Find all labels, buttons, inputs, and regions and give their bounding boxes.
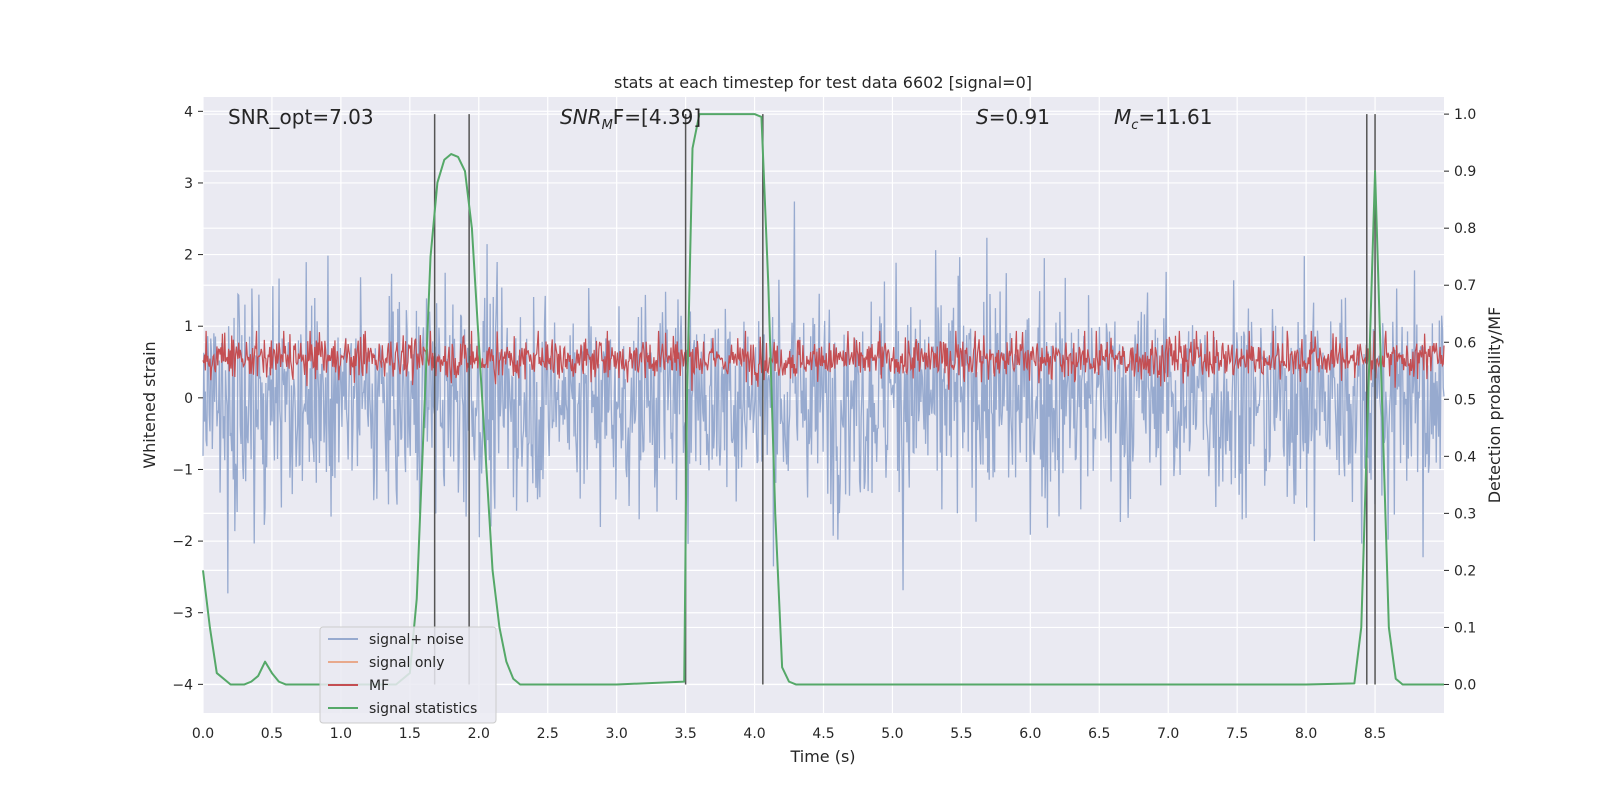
signal-statistics-series [202, 113, 1444, 686]
y-right-tick-label: 0.8 [1454, 221, 1476, 237]
x-tick-label: 8.0 [1295, 726, 1317, 742]
x-tick-label: 4.0 [743, 726, 765, 742]
chart-title: stats at each timestep for test data 660… [614, 73, 1032, 92]
y-left-tick-label: 3 [184, 176, 193, 192]
x-tick-label: 3.5 [674, 726, 696, 742]
y-left-tick-label: −4 [172, 677, 193, 693]
y-right-tick-label: 0.4 [1454, 449, 1476, 465]
x-tick-label: 2.0 [468, 726, 490, 742]
y-left-tick-label: 2 [184, 248, 193, 264]
legend: signal+ noise signal only MF signal stat… [319, 626, 497, 724]
legend-label-signal-only: signal only [369, 655, 444, 671]
signal-noise-line [202, 201, 1445, 594]
mf-line [202, 330, 1445, 391]
y-right-tick-label: 1.0 [1454, 107, 1476, 123]
x-tick-label: 8.5 [1364, 726, 1386, 742]
signal-noise-series [202, 201, 1445, 594]
annotation-mc: Mc=11.61 [1114, 105, 1212, 133]
x-tick-label: 4.5 [812, 726, 834, 742]
x-tick-label: 7.5 [1226, 726, 1248, 742]
x-axis-label: Time (s) [789, 747, 855, 766]
annotation-snr-mf: SNRMF=[4.39] [560, 105, 701, 133]
legend-label-signal-noise: signal+ noise [369, 632, 464, 648]
y-right-tick-label: 0.5 [1454, 392, 1476, 408]
x-tick-label: 7.0 [1157, 726, 1179, 742]
x-tick-label: 5.5 [950, 726, 972, 742]
x-tick-label: 0.5 [261, 726, 283, 742]
y-axis-label-right: Detection probability/MF [1485, 307, 1504, 504]
x-tick-label: 0.0 [192, 726, 214, 742]
x-tick-label: 3.0 [606, 726, 628, 742]
y-left-tick-label: −3 [172, 606, 193, 622]
x-tick-label: 6.0 [1019, 726, 1041, 742]
x-tick-label: 1.0 [330, 726, 352, 742]
y-right-tick-label: 0.6 [1454, 335, 1476, 351]
y-right-tick-label: 0.0 [1454, 677, 1476, 693]
x-tick-labels: 0.0 0.5 1.0 1.5 2.0 2.5 3.0 3.5 4.0 4.5 5.0 5.5 6.0 6… [192, 726, 1386, 742]
y-right-tick-label: 0.2 [1454, 563, 1476, 579]
y-right-tick-label: 0.3 [1454, 506, 1476, 522]
y-right-tick-label: 0.1 [1454, 620, 1476, 636]
x-tick-label: 5.0 [881, 726, 903, 742]
y-axis-label-left: Whitened strain [140, 341, 159, 468]
y-left-tick-labels: 4 3 2 1 0 −1 −2 −3 −4 [172, 104, 203, 693]
y-left-tick-label: 0 [184, 391, 193, 407]
y-left-tick-label: 4 [184, 104, 193, 120]
y-right-tick-labels: 1.0 0.9 0.8 0.7 0.6 0.5 0.4 0.3 0.2 0.1 0.0 [1444, 107, 1476, 693]
signal-statistics-line [202, 113, 1444, 686]
y-left-tick-label: −1 [172, 462, 193, 478]
annotation-snr-opt: SNR_opt=7.03 [228, 105, 374, 129]
legend-label-signal-statistics: signal statistics [369, 701, 477, 717]
y-left-tick-label: −2 [172, 534, 193, 550]
x-tick-label: 6.5 [1088, 726, 1110, 742]
x-tick-label: 2.5 [537, 726, 559, 742]
annotation-s: S=0.91 [976, 105, 1050, 129]
x-tick-label: 1.5 [399, 726, 421, 742]
y-left-tick-label: 1 [184, 319, 193, 335]
mf-series [202, 330, 1445, 391]
y-right-tick-label: 0.7 [1454, 278, 1476, 294]
legend-label-mf: MF [369, 678, 389, 694]
y-right-tick-label: 0.9 [1454, 164, 1476, 180]
legend-box [319, 626, 497, 724]
